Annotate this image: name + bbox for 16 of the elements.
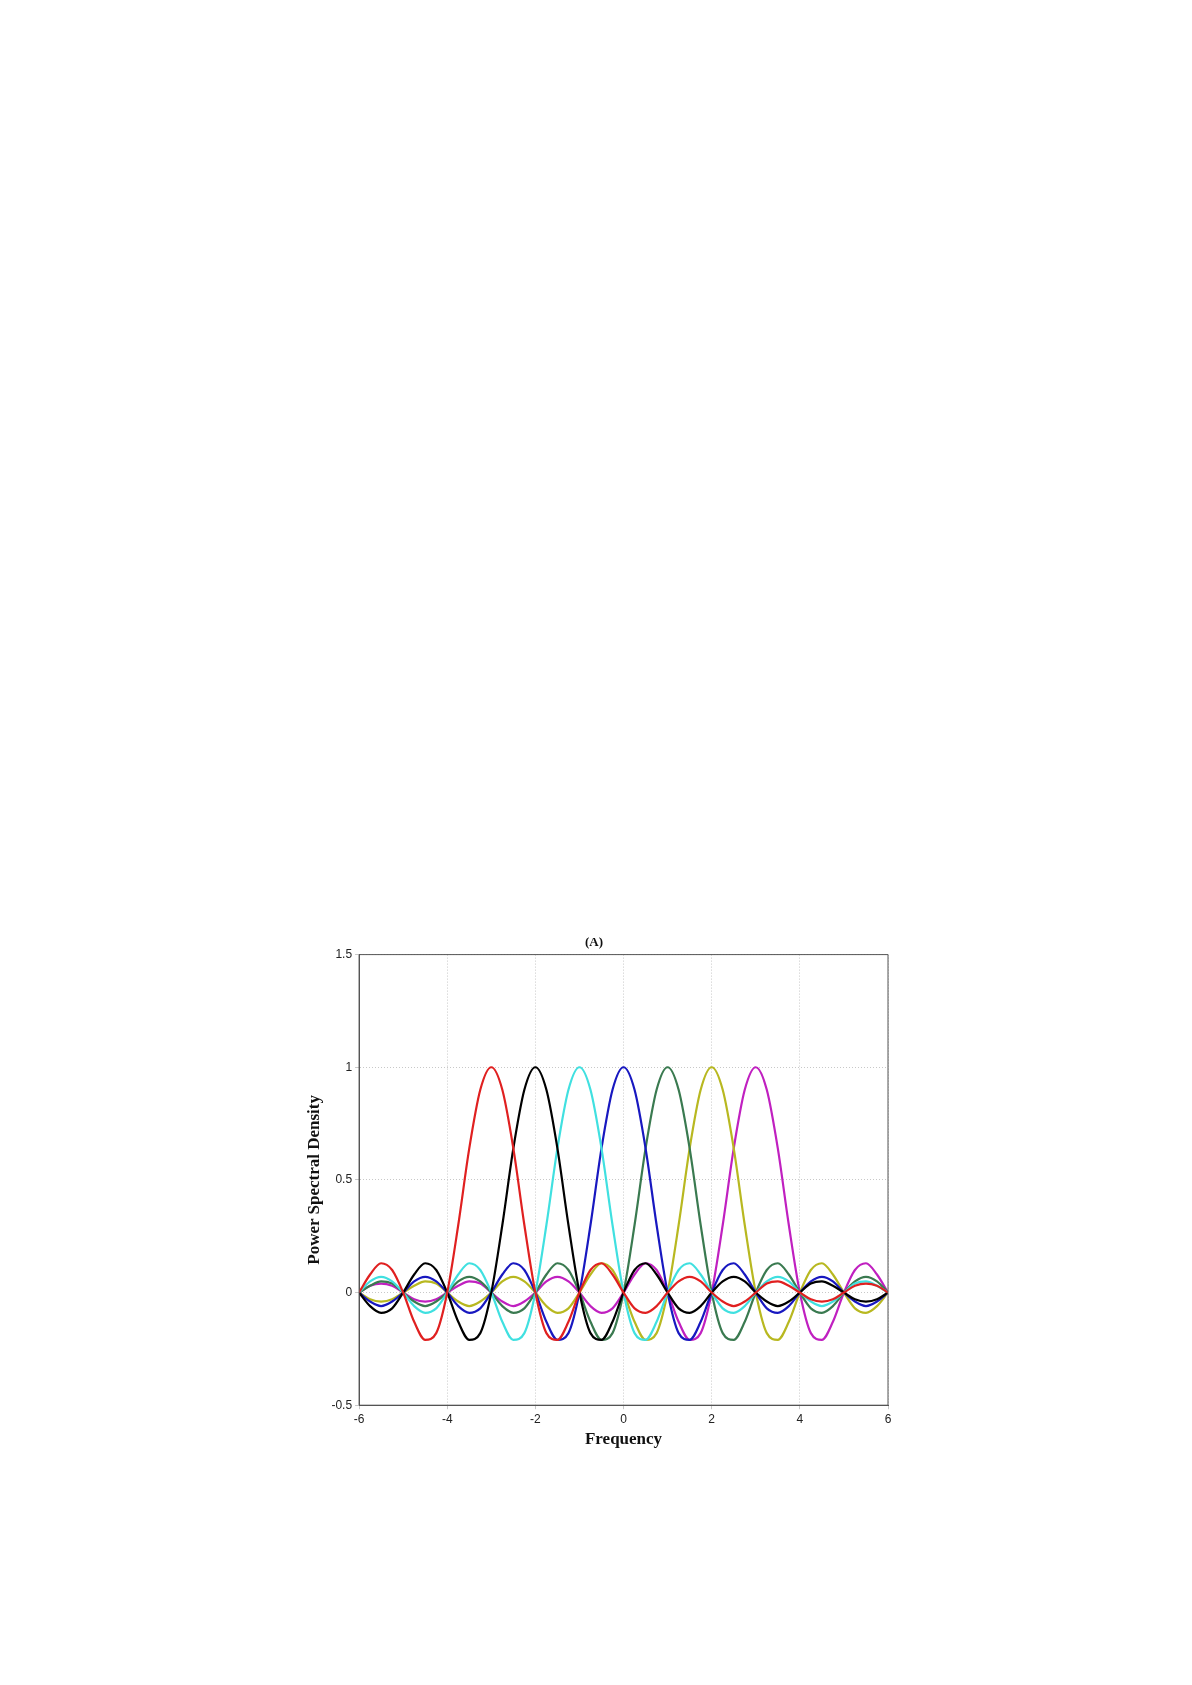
y-tick-label: 1.5	[335, 946, 353, 961]
y-tick-label: 1	[345, 1059, 353, 1074]
y-tick-label: 0	[345, 1284, 353, 1299]
x-tick-label: 2	[708, 1411, 716, 1426]
x-tick-label: 4	[796, 1411, 804, 1426]
y-tick-label: 0.5	[335, 1172, 353, 1187]
x-axis-title: Frequency	[584, 1429, 663, 1449]
x-tick-label: 0	[620, 1411, 628, 1426]
x-tick-label: -4	[441, 1411, 453, 1426]
x-tick-label: 6	[884, 1411, 892, 1426]
chart-title: (A)	[584, 934, 604, 950]
line-series	[359, 1066, 888, 1341]
x-tick-label: -2	[530, 1411, 542, 1426]
y-axis-title: Power Spectral Density	[303, 1094, 323, 1265]
y-tick-label: -0.5	[331, 1397, 353, 1412]
x-tick-label: -6	[353, 1411, 365, 1426]
